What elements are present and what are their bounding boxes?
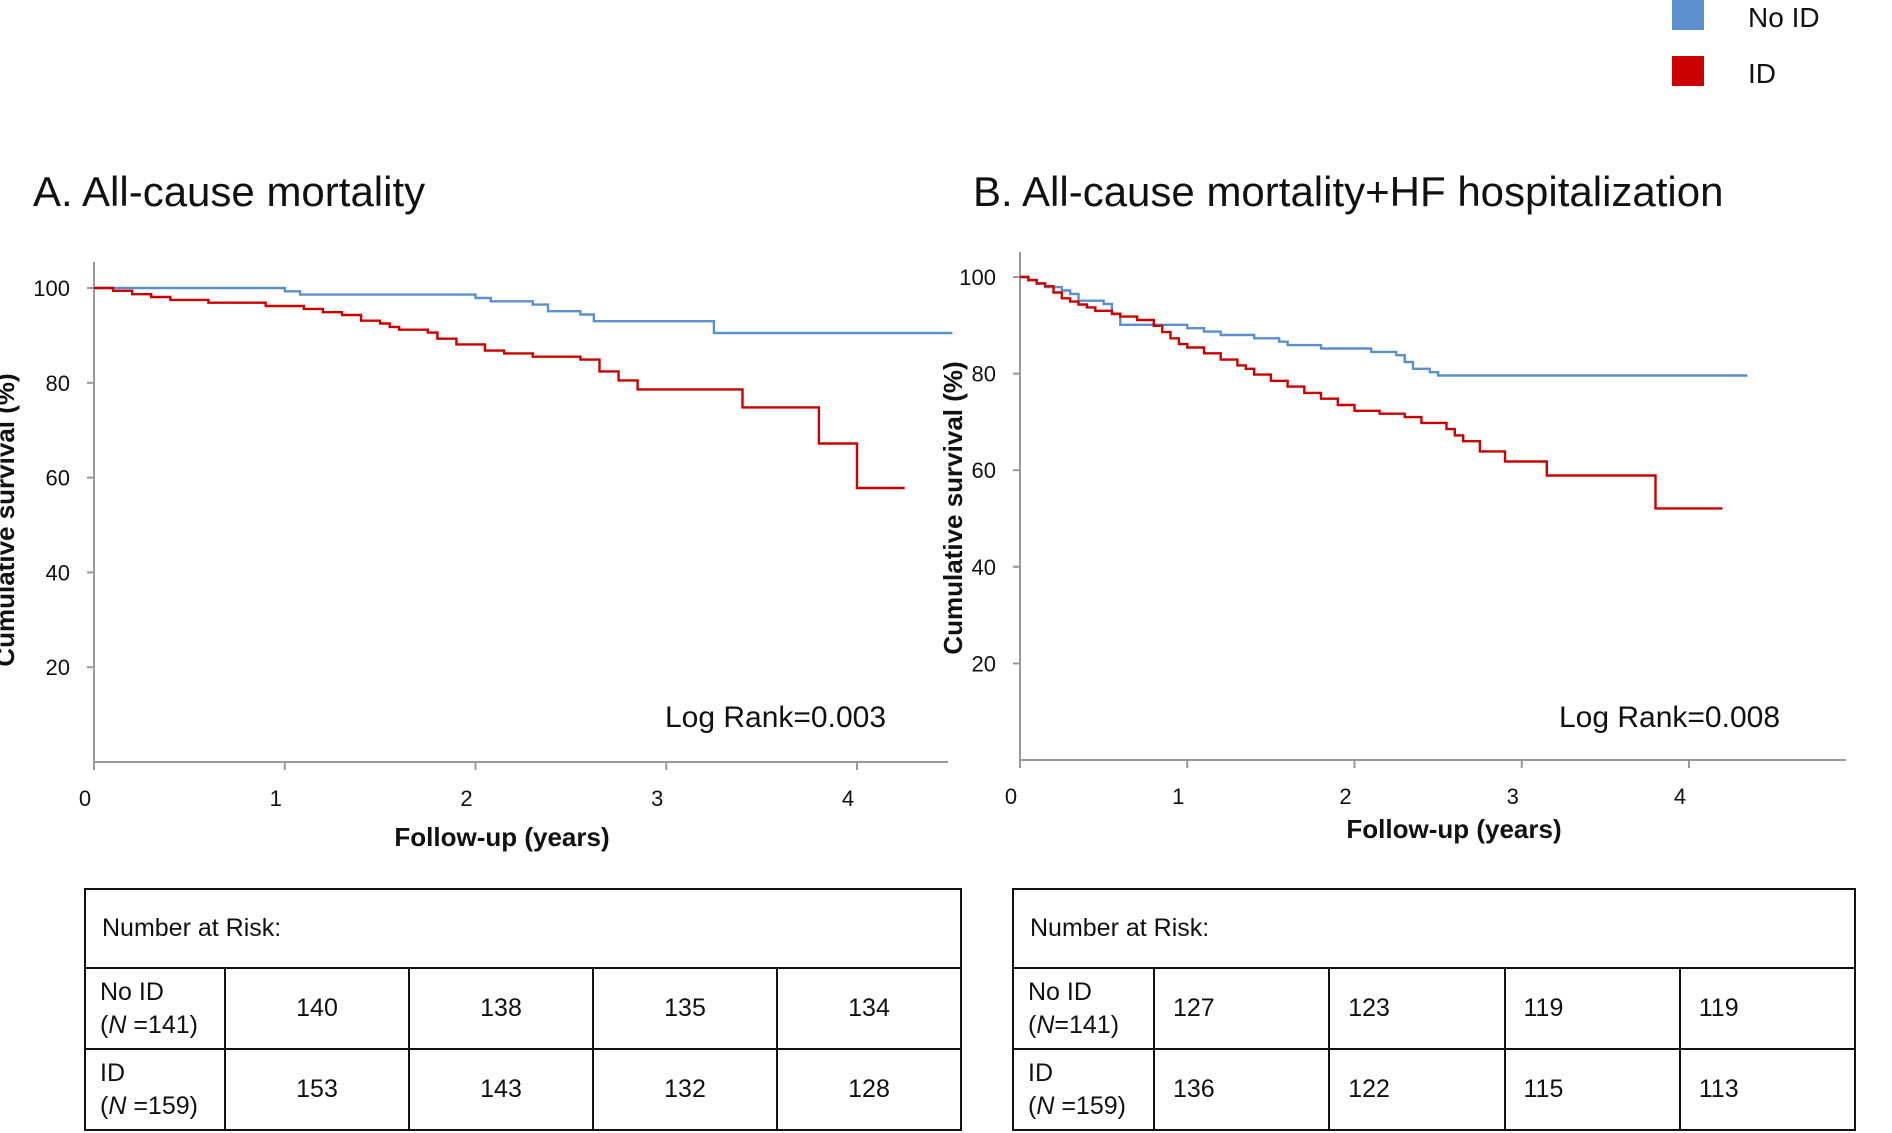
x-axis-label: Follow-up (years) bbox=[1346, 814, 1561, 844]
legend-label-no-id: No ID bbox=[1748, 2, 1820, 33]
legend-swatch-no-id bbox=[1672, 0, 1704, 30]
risk-cell: 119 bbox=[1503, 967, 1681, 1050]
survival-curve-no-id bbox=[1020, 275, 1748, 377]
risk-group-label: ID (N =159) bbox=[84, 1048, 226, 1131]
risk-table-b: Number at Risk: No ID (N=141) 127 123 11… bbox=[1012, 888, 1857, 1131]
risk-cell: 123 bbox=[1328, 967, 1506, 1050]
y-axis-label: Cumulative survival (%) bbox=[938, 361, 968, 654]
y-tick-label: 80 bbox=[46, 371, 70, 396]
risk-row-no-id: No ID (N =141) 140 138 135 134 bbox=[84, 967, 962, 1050]
risk-cell: 140 bbox=[224, 967, 410, 1050]
risk-cell: 143 bbox=[408, 1048, 594, 1131]
risk-cell: 136 bbox=[1152, 1048, 1331, 1131]
x-tick-label: 3 bbox=[651, 786, 663, 811]
risk-cell: 113 bbox=[1678, 1048, 1857, 1131]
x-tick-label: 4 bbox=[842, 786, 854, 811]
x-tick-label: 0 bbox=[79, 786, 91, 811]
x-tick-label: 1 bbox=[1172, 784, 1184, 809]
risk-cell: 153 bbox=[224, 1048, 410, 1131]
legend-swatch-id bbox=[1672, 56, 1704, 86]
x-tick-label: 3 bbox=[1507, 784, 1519, 809]
x-tick-label: 1 bbox=[270, 786, 282, 811]
risk-row-no-id: No ID (N=141) 127 123 119 119 bbox=[1012, 967, 1857, 1050]
y-tick-label: 40 bbox=[46, 560, 70, 585]
y-tick-label: 100 bbox=[959, 265, 996, 290]
survival-curve-id bbox=[94, 286, 905, 490]
y-tick-label: 20 bbox=[972, 651, 996, 676]
y-axis-label: Cumulative survival (%) bbox=[0, 373, 20, 666]
risk-cell: 138 bbox=[408, 967, 594, 1050]
risk-table-b-header: Number at Risk: bbox=[1012, 888, 1856, 969]
risk-cell: 119 bbox=[1678, 967, 1857, 1050]
y-tick-label: 80 bbox=[972, 362, 996, 387]
risk-group-name: No ID bbox=[1028, 977, 1092, 1006]
risk-group-n: (N =159) bbox=[1028, 1091, 1126, 1120]
legend-item-no-id: No ID bbox=[1672, 0, 1892, 40]
legend-label-id: ID bbox=[1748, 58, 1776, 89]
risk-group-n: (N =159) bbox=[100, 1091, 198, 1120]
survival-curve-no-id bbox=[94, 286, 953, 335]
x-tick-label: 2 bbox=[460, 786, 472, 811]
log-rank-annotation: Log Rank=0.003 bbox=[665, 701, 886, 734]
y-tick-label: 100 bbox=[33, 276, 70, 301]
log-rank-annotation: Log Rank=0.008 bbox=[1559, 701, 1780, 734]
risk-cell: 135 bbox=[592, 967, 778, 1050]
risk-cell: 128 bbox=[776, 1048, 962, 1131]
risk-cell: 115 bbox=[1503, 1048, 1681, 1131]
panel-a-title: A. All-cause mortality bbox=[33, 168, 426, 215]
y-tick-label: 60 bbox=[46, 466, 70, 491]
risk-group-n: (N=141) bbox=[1028, 1010, 1120, 1039]
risk-cell: 127 bbox=[1152, 967, 1331, 1050]
risk-group-label: ID (N =159) bbox=[1012, 1048, 1155, 1131]
legend-item-id: ID bbox=[1672, 56, 1892, 96]
risk-cell: 132 bbox=[592, 1048, 778, 1131]
chart-a: 20 40 60 80 100 0 1 2 3 4 Follow-up (years) Cumulat… bbox=[0, 262, 953, 852]
survival-curve-id bbox=[1020, 275, 1723, 510]
y-tick-label: 40 bbox=[972, 555, 996, 580]
risk-group-label: No ID (N =141) bbox=[84, 967, 226, 1050]
x-axis-label: Follow-up (years) bbox=[394, 822, 609, 852]
panel-b-title: B. All-cause mortality+HF hospitalizatio… bbox=[973, 168, 1724, 215]
y-tick-label: 60 bbox=[972, 458, 996, 483]
risk-row-id: ID (N =159) 153 143 132 128 bbox=[84, 1048, 962, 1131]
x-tick-label: 0 bbox=[1005, 784, 1017, 809]
risk-cell: 122 bbox=[1328, 1048, 1506, 1131]
risk-group-name: No ID bbox=[100, 977, 164, 1006]
risk-row-id: ID (N =159) 136 122 115 113 bbox=[1012, 1048, 1857, 1131]
risk-group-name: ID bbox=[1028, 1058, 1053, 1087]
risk-group-n: (N =141) bbox=[100, 1010, 198, 1039]
risk-cell: 134 bbox=[776, 967, 962, 1050]
risk-group-label: No ID (N=141) bbox=[1012, 967, 1155, 1050]
y-tick-label: 20 bbox=[46, 655, 70, 680]
x-tick-label: 2 bbox=[1339, 784, 1351, 809]
x-tick-label: 4 bbox=[1674, 784, 1686, 809]
risk-table-a-header: Number at Risk: bbox=[84, 888, 962, 969]
chart-b: 20 40 60 80 100 0 1 2 3 4 Follow-up (years) Cumulat… bbox=[938, 252, 1846, 844]
risk-group-name: ID bbox=[100, 1058, 125, 1087]
risk-table-a: Number at Risk: No ID (N =141) 140 138 1… bbox=[84, 888, 962, 1131]
